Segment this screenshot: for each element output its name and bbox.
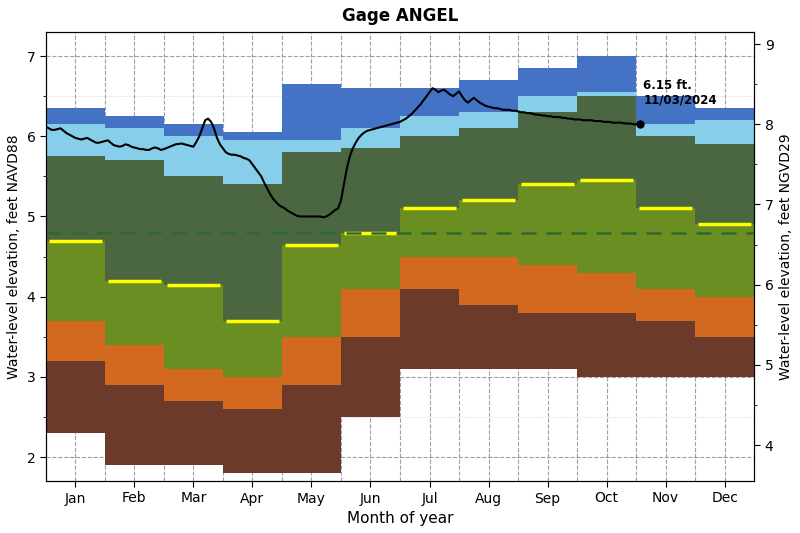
Bar bbox=[577, 180, 636, 272]
Bar bbox=[695, 224, 754, 297]
Bar bbox=[282, 245, 341, 337]
Bar bbox=[164, 136, 223, 176]
Bar bbox=[695, 108, 754, 120]
Bar bbox=[282, 385, 341, 473]
Title: Gage ANGEL: Gage ANGEL bbox=[342, 7, 458, 25]
Bar bbox=[164, 369, 223, 401]
Bar bbox=[105, 385, 164, 465]
Bar bbox=[223, 321, 282, 377]
Bar bbox=[695, 297, 754, 337]
Bar bbox=[223, 132, 282, 140]
Y-axis label: Water-level elevation, feet NAVD88: Water-level elevation, feet NAVD88 bbox=[7, 134, 21, 379]
Bar bbox=[105, 128, 164, 160]
Bar bbox=[636, 96, 695, 124]
Bar bbox=[164, 124, 223, 136]
Bar bbox=[341, 148, 400, 232]
Bar bbox=[282, 152, 341, 245]
Bar bbox=[341, 232, 400, 289]
Bar bbox=[459, 256, 518, 305]
Bar bbox=[46, 361, 105, 433]
Bar bbox=[164, 176, 223, 285]
Bar bbox=[282, 337, 341, 385]
Bar bbox=[223, 184, 282, 321]
Bar bbox=[695, 337, 754, 377]
Bar bbox=[46, 108, 105, 124]
Bar bbox=[400, 116, 459, 136]
Bar bbox=[223, 377, 282, 409]
Bar bbox=[636, 136, 695, 208]
Bar bbox=[518, 96, 577, 112]
Text: 6.15 ft.
11/03/2024: 6.15 ft. 11/03/2024 bbox=[643, 79, 717, 107]
Bar bbox=[223, 140, 282, 184]
Bar bbox=[459, 200, 518, 256]
Bar bbox=[636, 208, 695, 289]
Bar bbox=[636, 321, 695, 377]
Bar bbox=[400, 208, 459, 256]
Bar bbox=[105, 160, 164, 281]
Bar bbox=[577, 272, 636, 313]
Bar bbox=[223, 409, 282, 473]
Bar bbox=[341, 337, 400, 417]
Bar bbox=[577, 92, 636, 96]
Bar bbox=[577, 56, 636, 92]
Bar bbox=[164, 401, 223, 465]
Bar bbox=[282, 140, 341, 152]
Bar bbox=[46, 124, 105, 156]
Bar bbox=[46, 240, 105, 321]
Bar bbox=[636, 289, 695, 321]
Bar bbox=[459, 112, 518, 128]
Y-axis label: Water-level elevation, feet NGVD29: Water-level elevation, feet NGVD29 bbox=[779, 133, 793, 380]
Bar bbox=[164, 285, 223, 369]
Bar bbox=[518, 112, 577, 184]
Bar bbox=[46, 321, 105, 361]
Bar bbox=[400, 289, 459, 369]
Bar bbox=[518, 184, 577, 264]
Bar bbox=[695, 144, 754, 224]
Bar bbox=[105, 345, 164, 385]
Bar bbox=[518, 264, 577, 313]
Bar bbox=[341, 289, 400, 337]
Bar bbox=[341, 88, 400, 128]
Bar bbox=[518, 68, 577, 96]
Bar bbox=[46, 156, 105, 240]
Bar bbox=[341, 128, 400, 148]
Bar bbox=[577, 313, 636, 377]
Bar bbox=[105, 281, 164, 345]
Bar bbox=[695, 120, 754, 144]
Bar bbox=[459, 305, 518, 369]
Bar bbox=[400, 256, 459, 289]
Bar bbox=[105, 116, 164, 128]
Bar bbox=[400, 136, 459, 208]
Bar bbox=[636, 124, 695, 136]
X-axis label: Month of year: Month of year bbox=[346, 511, 454, 526]
Bar bbox=[282, 84, 341, 140]
Bar bbox=[400, 88, 459, 116]
Bar bbox=[577, 96, 636, 180]
Bar bbox=[518, 313, 577, 369]
Bar bbox=[459, 128, 518, 200]
Bar bbox=[459, 80, 518, 112]
